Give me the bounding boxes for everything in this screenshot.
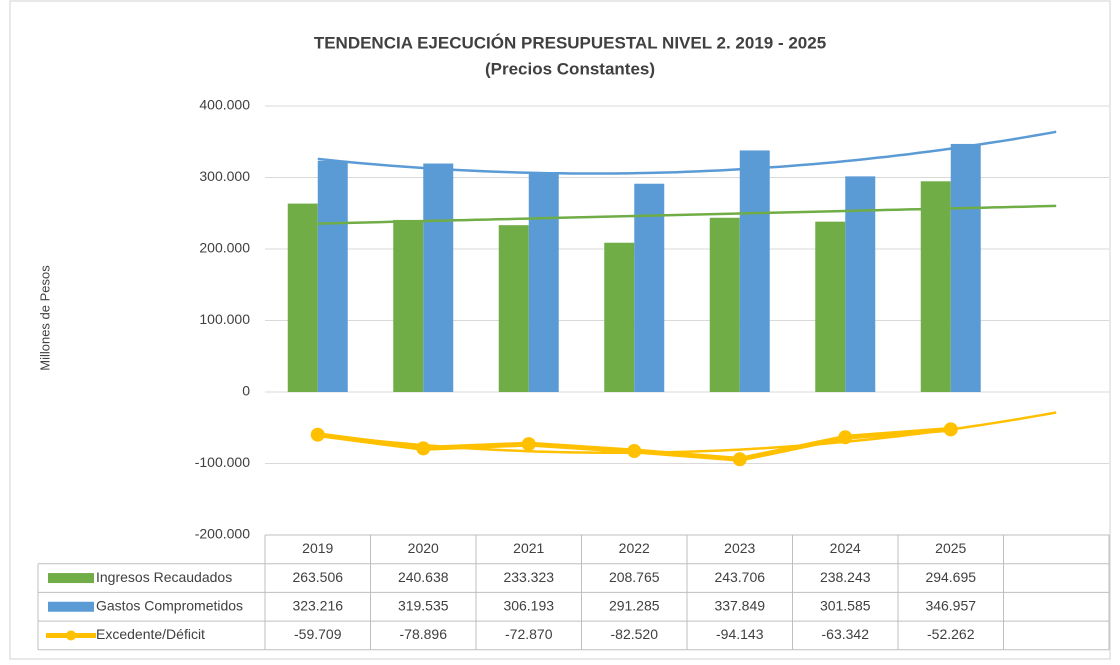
y-tick-label: -200.000 — [195, 526, 250, 542]
legend-label: Gastos Comprometidos — [96, 597, 243, 613]
bar — [393, 219, 424, 392]
line-marker — [943, 422, 958, 437]
line-marker — [838, 430, 853, 445]
x-tick-label: 2022 — [619, 540, 650, 556]
table-value: -59.709 — [294, 626, 342, 642]
chart-title: TENDENCIA EJECUCIÓN PRESUPUESTAL NIVEL 2… — [314, 33, 826, 52]
y-tick-label: 0 — [242, 383, 250, 399]
bar — [634, 183, 665, 392]
y-tick-label: 200.000 — [199, 240, 250, 256]
legend-label: Excedente/Déficit — [96, 626, 205, 642]
table-value: -52.262 — [927, 626, 975, 642]
table-value: -63.342 — [822, 626, 870, 642]
table-value: 346.957 — [925, 597, 976, 613]
bar — [709, 217, 740, 392]
table-value: 238.243 — [820, 569, 871, 585]
table-value: 243.706 — [714, 569, 765, 585]
table-value: 301.585 — [820, 597, 871, 613]
x-tick-label: 2021 — [513, 540, 544, 556]
bar — [815, 221, 846, 392]
y-tick-label: 400.000 — [199, 97, 250, 113]
line-marker — [310, 427, 325, 442]
table-value: 294.695 — [925, 569, 976, 585]
table-value: 263.506 — [292, 569, 343, 585]
bar — [950, 143, 981, 392]
bar — [287, 203, 318, 392]
table-value: 291.285 — [609, 597, 660, 613]
bar — [498, 225, 529, 392]
table-value: -82.520 — [611, 626, 659, 642]
legend-key — [66, 630, 76, 641]
x-tick-label: 2025 — [935, 540, 966, 556]
trendline — [317, 130, 1057, 175]
table-value: 208.765 — [609, 569, 660, 585]
table-value: 306.193 — [503, 597, 554, 613]
trendline — [317, 204, 1057, 225]
line-marker — [627, 444, 642, 459]
x-tick-label: 2024 — [830, 540, 861, 556]
legend-key — [48, 601, 94, 612]
bar — [528, 173, 559, 392]
bar — [604, 242, 635, 392]
bar — [423, 163, 454, 392]
y-tick-label: 100.000 — [199, 311, 250, 327]
bar — [739, 150, 770, 392]
y-axis-label: Millones de Pesos — [37, 265, 52, 371]
chart-subtitle: (Precios Constantes) — [485, 59, 655, 78]
x-tick-label: 2023 — [724, 540, 755, 556]
table-value: -94.143 — [716, 626, 764, 642]
table-value: 240.638 — [398, 569, 449, 585]
table-value: 319.535 — [398, 597, 449, 613]
table-value: -78.896 — [400, 626, 448, 642]
line-marker — [416, 441, 431, 456]
x-tick-label: 2019 — [302, 540, 333, 556]
legend-key — [48, 573, 94, 584]
table-value: 233.323 — [503, 569, 554, 585]
line-marker — [521, 437, 536, 452]
legend-label: Ingresos Recaudados — [96, 569, 232, 585]
table-value: 323.216 — [292, 597, 343, 613]
bar — [317, 160, 348, 392]
table-value: -72.870 — [505, 626, 553, 642]
table-value: 337.849 — [714, 597, 765, 613]
y-tick-label: -100.000 — [195, 454, 250, 470]
line-marker — [732, 452, 747, 467]
bar — [845, 176, 876, 392]
y-tick-label: 300.000 — [199, 168, 250, 184]
bar — [920, 181, 951, 392]
x-tick-label: 2020 — [408, 540, 439, 556]
